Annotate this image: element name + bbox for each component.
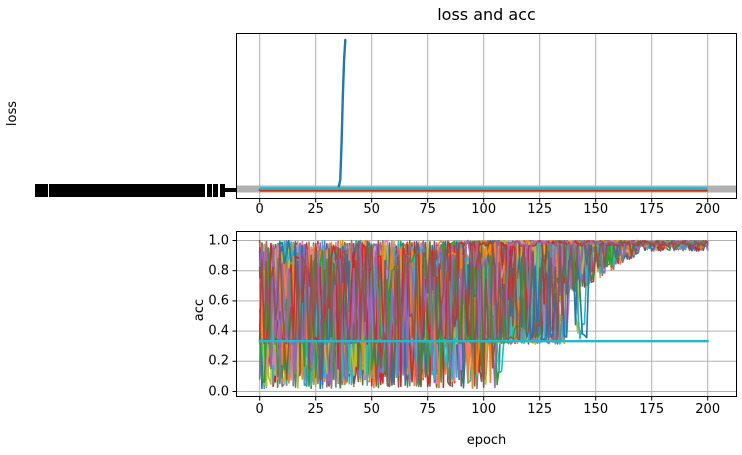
x-tick-label: 100 — [471, 402, 497, 417]
y-tick-label: 0.4 — [208, 323, 229, 339]
x-tick-label: 175 — [639, 402, 665, 417]
x-tick-label: 175 — [639, 202, 665, 217]
figure-title: loss and acc — [437, 5, 536, 24]
x-tick-label: 0 — [255, 202, 264, 217]
loss-ytick-labels-overlapped-bar — [35, 184, 225, 197]
x-tick-label: 150 — [583, 402, 609, 417]
x-tick-label: 100 — [471, 202, 497, 217]
y-tick-label: 0.6 — [208, 293, 229, 309]
x-tick-label: 25 — [307, 202, 324, 217]
x-tick-label: 200 — [695, 402, 721, 417]
x-tick-label: 75 — [419, 402, 436, 417]
x-tick-label: 25 — [307, 402, 324, 417]
tick-label-gap — [205, 184, 207, 197]
x-tick-label: 200 — [695, 202, 721, 217]
loss-plot-canvas — [236, 33, 737, 203]
y-tick-label: 0.2 — [208, 353, 229, 369]
tick-label-gap — [218, 184, 220, 197]
acc-plot-canvas — [232, 231, 737, 401]
x-tick-label: 125 — [527, 402, 553, 417]
acc-xlabel: epoch — [466, 433, 507, 448]
x-tick-label: 75 — [419, 202, 436, 217]
tick-label-gap — [211, 184, 213, 197]
x-tick-label: 0 — [255, 402, 264, 417]
y-tick-label: 0.8 — [208, 263, 229, 279]
loss-ytick-mark — [225, 188, 236, 192]
loss-ylabel: loss — [5, 101, 20, 127]
x-tick-label: 50 — [363, 402, 380, 417]
y-tick-label: 0.0 — [208, 384, 229, 399]
x-tick-label: 50 — [363, 202, 380, 217]
y-tick-label: 1.0 — [208, 233, 229, 248]
x-tick-label: 150 — [583, 202, 609, 217]
acc-ylabel: acc — [192, 299, 207, 322]
x-tick-label: 125 — [527, 202, 553, 217]
tick-label-gap — [48, 184, 49, 197]
